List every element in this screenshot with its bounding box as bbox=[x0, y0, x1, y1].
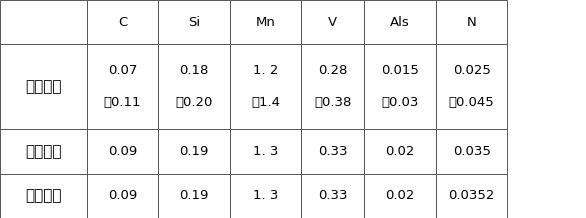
Bar bbox=[436, 0, 507, 44]
Text: Als: Als bbox=[390, 16, 410, 29]
Text: N: N bbox=[467, 16, 476, 29]
Text: 0.025: 0.025 bbox=[453, 64, 490, 77]
Bar bbox=[230, 0, 301, 44]
Text: 0.07: 0.07 bbox=[108, 64, 137, 77]
Text: 0.18: 0.18 bbox=[179, 64, 209, 77]
Text: 0.09: 0.09 bbox=[108, 189, 137, 202]
Text: C: C bbox=[118, 16, 127, 29]
Text: ～1.4: ～1.4 bbox=[251, 97, 280, 109]
Bar bbox=[87, 0, 158, 44]
Text: 成品成分: 成品成分 bbox=[25, 188, 62, 203]
Bar bbox=[0, 44, 87, 129]
Text: 0.015: 0.015 bbox=[381, 64, 419, 77]
Bar bbox=[87, 174, 158, 218]
Bar bbox=[364, 129, 436, 174]
Text: 成分目标: 成分目标 bbox=[25, 144, 62, 159]
Bar bbox=[230, 174, 301, 218]
Bar bbox=[0, 0, 87, 44]
Bar bbox=[301, 174, 364, 218]
Text: 0.02: 0.02 bbox=[386, 189, 415, 202]
Bar bbox=[0, 129, 87, 174]
Text: 0.02: 0.02 bbox=[386, 145, 415, 158]
Bar bbox=[158, 174, 230, 218]
Bar bbox=[0, 174, 87, 218]
Text: 0.33: 0.33 bbox=[318, 145, 347, 158]
Text: 0.0352: 0.0352 bbox=[448, 189, 495, 202]
Text: V: V bbox=[328, 16, 338, 29]
Text: Mn: Mn bbox=[255, 16, 275, 29]
Text: 0.19: 0.19 bbox=[179, 189, 209, 202]
Bar bbox=[230, 129, 301, 174]
Text: 1. 2: 1. 2 bbox=[253, 64, 278, 77]
Text: ～0.045: ～0.045 bbox=[449, 97, 495, 109]
Bar bbox=[436, 44, 507, 129]
Text: 0.19: 0.19 bbox=[179, 145, 209, 158]
Text: 成分范围: 成分范围 bbox=[25, 79, 62, 94]
Bar bbox=[301, 0, 364, 44]
Bar bbox=[87, 44, 158, 129]
Bar bbox=[364, 174, 436, 218]
Bar bbox=[301, 129, 364, 174]
Text: 0.28: 0.28 bbox=[318, 64, 347, 77]
Bar bbox=[87, 129, 158, 174]
Text: 0.33: 0.33 bbox=[318, 189, 347, 202]
Text: 1. 3: 1. 3 bbox=[253, 189, 278, 202]
Text: 1. 3: 1. 3 bbox=[253, 145, 278, 158]
Bar bbox=[158, 129, 230, 174]
Text: ～0.38: ～0.38 bbox=[314, 97, 352, 109]
Text: 0.035: 0.035 bbox=[453, 145, 490, 158]
Text: Si: Si bbox=[188, 16, 200, 29]
Text: ～0.11: ～0.11 bbox=[104, 97, 141, 109]
Bar bbox=[158, 44, 230, 129]
Text: 0.09: 0.09 bbox=[108, 145, 137, 158]
Bar bbox=[364, 0, 436, 44]
Bar bbox=[436, 174, 507, 218]
Bar bbox=[436, 129, 507, 174]
Text: ～0.03: ～0.03 bbox=[381, 97, 419, 109]
Bar bbox=[230, 44, 301, 129]
Bar bbox=[301, 44, 364, 129]
Bar bbox=[158, 0, 230, 44]
Bar bbox=[364, 44, 436, 129]
Text: ～0.20: ～0.20 bbox=[175, 97, 213, 109]
